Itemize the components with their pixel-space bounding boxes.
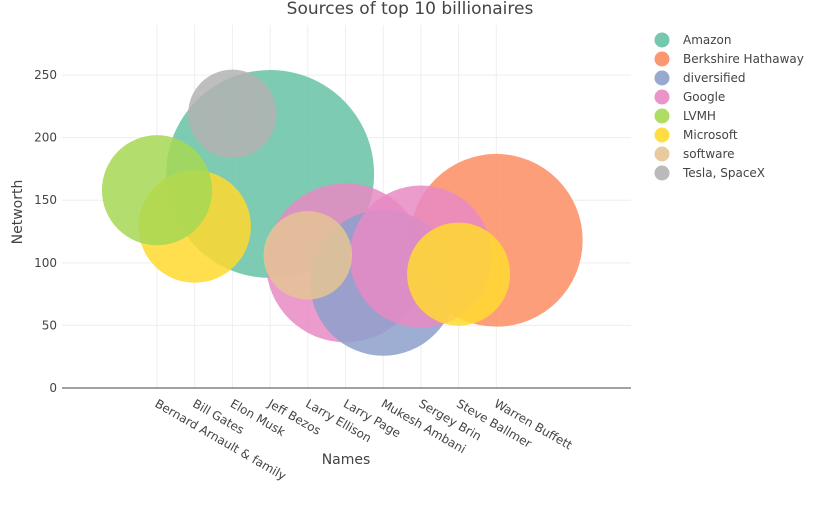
y-tick-label: 50 xyxy=(42,318,57,332)
legend-label[interactable]: LVMH xyxy=(683,109,716,123)
y-tick-label: 0 xyxy=(49,381,57,395)
bubble-steve-ballmer[interactable] xyxy=(407,222,511,326)
legend-marker[interactable] xyxy=(654,89,670,105)
legend-marker[interactable] xyxy=(654,127,670,143)
y-tick-label: 250 xyxy=(34,68,57,82)
legend-label[interactable]: diversified xyxy=(683,71,746,85)
bubble-larry-ellison[interactable] xyxy=(263,211,353,300)
legend-label[interactable]: Berkshire Hathaway xyxy=(683,52,804,66)
x-axis-title: Names xyxy=(322,452,371,468)
y-tick-label: 150 xyxy=(34,193,57,207)
bubble-layer xyxy=(101,69,583,356)
legend-marker[interactable] xyxy=(654,165,670,181)
y-tick-label: 200 xyxy=(34,131,57,145)
legend-marker[interactable] xyxy=(654,51,670,67)
legend-marker[interactable] xyxy=(654,108,670,124)
bubble-elon-musk[interactable] xyxy=(188,69,277,159)
legend-label[interactable]: Microsoft xyxy=(683,128,738,142)
y-axis-title: Networth xyxy=(10,180,26,245)
legend: Amazon Berkshire Hathaway diversified Googl… xyxy=(654,32,804,181)
y-tick-label: 100 xyxy=(34,256,57,270)
legend-label[interactable]: Tesla, SpaceX xyxy=(682,166,765,180)
bubble-bernard-arnault-family[interactable] xyxy=(101,135,213,246)
legend-marker[interactable] xyxy=(654,32,670,48)
y-tick-labels: 0 50 100 150 200 250 xyxy=(34,68,57,395)
legend-label[interactable]: software xyxy=(683,147,735,161)
legend-label[interactable]: Amazon xyxy=(683,33,732,47)
legend-label[interactable]: Google xyxy=(683,90,725,104)
legend-marker[interactable] xyxy=(654,70,670,86)
chart-title: Sources of top 10 billionaires xyxy=(287,0,534,19)
legend-marker[interactable] xyxy=(654,146,670,162)
